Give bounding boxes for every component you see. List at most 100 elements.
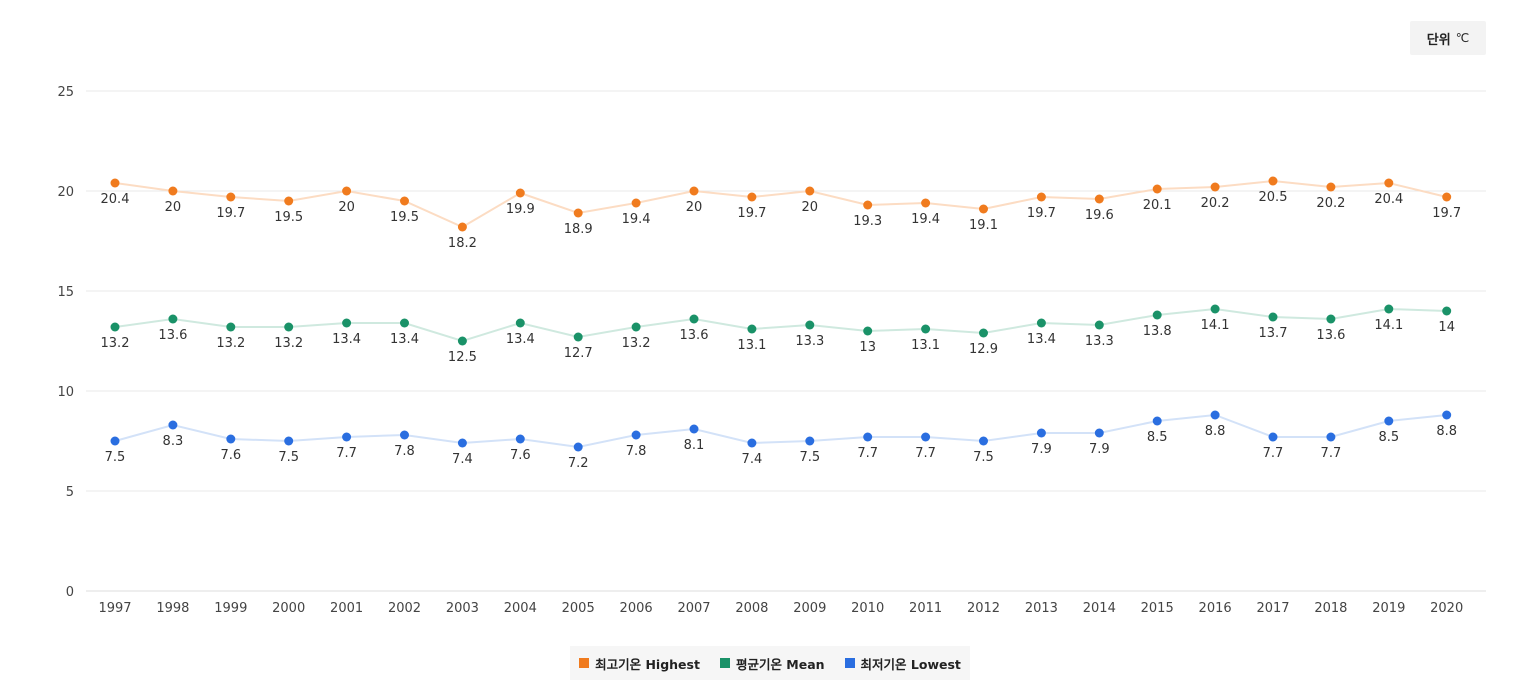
data-point[interactable] (863, 432, 873, 442)
data-point[interactable] (1094, 428, 1104, 438)
data-point[interactable] (805, 436, 815, 446)
data-label: 13.7 (1259, 326, 1288, 341)
data-point[interactable] (168, 420, 178, 430)
x-tick-label: 2015 (1141, 601, 1174, 616)
data-point[interactable] (1036, 192, 1046, 202)
data-point[interactable] (689, 186, 699, 196)
data-point[interactable] (1036, 318, 1046, 328)
data-point[interactable] (979, 436, 988, 446)
data-point[interactable] (457, 438, 467, 448)
data-point[interactable] (168, 186, 178, 196)
data-point[interactable] (805, 320, 815, 330)
data-label: 13.2 (101, 336, 130, 351)
data-point[interactable] (979, 328, 988, 338)
data-label: 7.4 (742, 452, 763, 467)
data-point[interactable] (1326, 314, 1336, 324)
data-label: 20.4 (101, 192, 130, 207)
data-point[interactable] (1384, 178, 1394, 188)
data-point[interactable] (226, 322, 236, 332)
data-point[interactable] (342, 318, 352, 328)
x-tick-label: 2006 (620, 601, 653, 616)
data-point[interactable] (110, 322, 120, 332)
data-point[interactable] (1152, 184, 1162, 194)
data-point[interactable] (747, 324, 757, 334)
data-point[interactable] (226, 192, 236, 202)
data-point[interactable] (1268, 432, 1278, 442)
data-point[interactable] (1442, 410, 1452, 420)
data-point[interactable] (1442, 192, 1452, 202)
x-tick-label: 2002 (388, 601, 421, 616)
data-point[interactable] (921, 324, 931, 334)
data-label: 7.5 (105, 450, 126, 465)
data-point[interactable] (1326, 182, 1336, 192)
data-point[interactable] (1210, 410, 1220, 420)
data-point[interactable] (400, 318, 409, 328)
data-point[interactable] (1268, 312, 1278, 322)
data-label: 7.8 (626, 444, 647, 459)
data-point[interactable] (573, 442, 583, 452)
data-point[interactable] (1384, 416, 1394, 426)
data-point[interactable] (1152, 310, 1162, 320)
data-point[interactable] (457, 336, 467, 346)
data-label: 13.6 (158, 328, 187, 343)
data-label: 12.5 (448, 350, 477, 365)
data-point[interactable] (110, 178, 120, 188)
data-point[interactable] (747, 192, 757, 202)
data-point[interactable] (110, 436, 120, 446)
x-tick-label: 2001 (330, 601, 363, 616)
data-point[interactable] (921, 198, 931, 208)
data-point[interactable] (515, 434, 525, 444)
legend-item-lowest[interactable]: 최저기온 Lowest (844, 654, 961, 673)
legend-item-mean[interactable]: 평균기온 Mean (719, 654, 825, 673)
y-tick-label: 15 (57, 285, 74, 300)
data-point[interactable] (573, 208, 583, 218)
data-point[interactable] (863, 326, 873, 336)
data-point[interactable] (689, 424, 699, 434)
data-point[interactable] (1094, 320, 1104, 330)
data-point[interactable] (1326, 432, 1336, 442)
legend-label-highest: 최고기온 Highest (595, 656, 700, 672)
data-point[interactable] (226, 434, 236, 444)
data-point[interactable] (1152, 416, 1162, 426)
data-point[interactable] (1384, 304, 1394, 314)
data-point[interactable] (1268, 176, 1278, 186)
unit-symbol: ℃ (1455, 31, 1470, 45)
data-point[interactable] (1094, 194, 1104, 204)
data-point[interactable] (1210, 182, 1220, 192)
data-label: 8.3 (163, 434, 184, 449)
data-label: 12.7 (564, 346, 593, 361)
legend-swatch-lowest (844, 658, 855, 668)
data-point[interactable] (631, 198, 641, 208)
data-point[interactable] (1036, 428, 1046, 438)
data-point[interactable] (1442, 306, 1452, 316)
data-label: 12.9 (969, 342, 998, 357)
data-label: 19.7 (216, 206, 245, 221)
data-point[interactable] (342, 186, 352, 196)
data-point[interactable] (400, 196, 409, 206)
data-point[interactable] (457, 222, 467, 232)
data-point[interactable] (515, 188, 525, 198)
data-point[interactable] (805, 186, 815, 196)
data-point[interactable] (284, 196, 294, 206)
data-point[interactable] (631, 430, 641, 440)
data-point[interactable] (921, 432, 931, 442)
data-point[interactable] (168, 314, 178, 324)
data-point[interactable] (1210, 304, 1220, 314)
data-point[interactable] (400, 430, 409, 440)
data-point[interactable] (631, 322, 641, 332)
data-point[interactable] (689, 314, 699, 324)
data-label: 20.1 (1143, 198, 1172, 213)
data-point[interactable] (515, 318, 525, 328)
data-point[interactable] (342, 432, 352, 442)
data-point[interactable] (863, 200, 873, 210)
data-point[interactable] (573, 332, 583, 342)
data-label: 13.4 (332, 332, 361, 347)
legend-item-highest[interactable]: 최고기온 Highest (579, 654, 700, 673)
data-label: 8.8 (1436, 424, 1457, 439)
series-0: 20.4 20 19.7 19.5 20 19.5 18.2 19.9 18.9 19.4 20 19… (101, 176, 1461, 251)
data-point[interactable] (284, 322, 294, 332)
data-point[interactable] (979, 204, 988, 214)
data-point[interactable] (747, 438, 757, 448)
line-chart: 0 5 10 15 20 25 1997 1998 1999 2000 2001 2002 2003 2… (57, 85, 1486, 616)
data-point[interactable] (284, 436, 294, 446)
